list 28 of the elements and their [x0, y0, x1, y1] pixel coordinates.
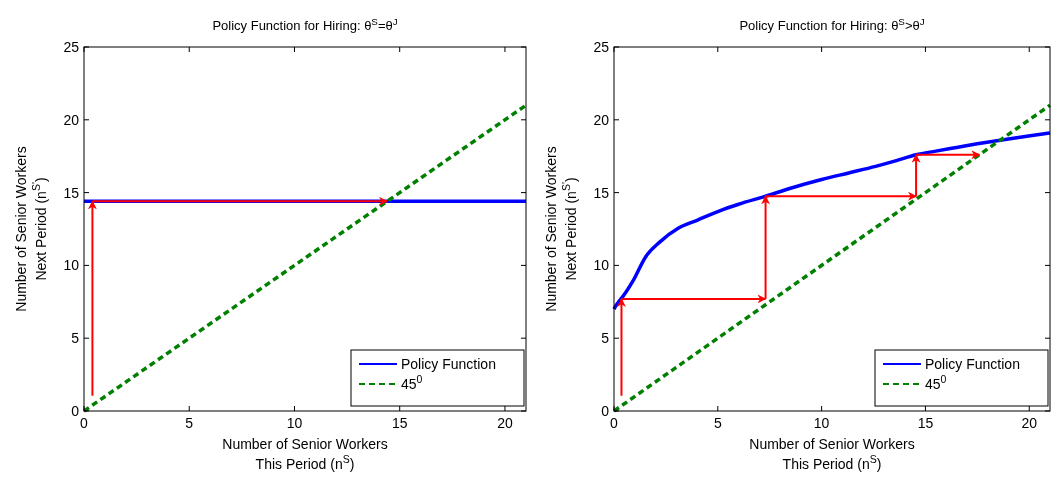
chart-title: Policy Function for Hiring: θ$^{S}$>θ$^{J}$ — [739, 15, 925, 33]
x-tick-label: 20 — [497, 415, 513, 431]
x-tick-label: 10 — [286, 415, 303, 431]
x-tick-label: 15 — [391, 415, 408, 431]
x-tick-label: 5 — [185, 415, 194, 431]
legend-label: Policy Function — [401, 356, 496, 372]
y-tick-label: 20 — [63, 111, 80, 128]
legend-label: Policy Function — [925, 356, 1020, 372]
y-tick-label: 20 — [593, 111, 610, 128]
x-axis-title: Number of Senior Workers This Period (n$^{S}$) — [222, 436, 388, 472]
legend-label: 45$^{0}$ — [401, 373, 423, 392]
y-tick-label: 0 — [71, 403, 80, 419]
y-tick-label: 0 — [601, 403, 610, 419]
y-tick-label: 15 — [63, 184, 80, 201]
x-axis-title: Number of Senior Workers This Period (n$^{S}$) — [749, 436, 915, 472]
x-tick-label: 15 — [917, 415, 934, 431]
x-tick-label: 5 — [713, 415, 722, 431]
x-tick-label: 20 — [1021, 415, 1038, 431]
y-tick-label: 25 — [63, 39, 80, 55]
y-tick-label: 15 — [593, 184, 610, 201]
chart-title: Policy Function for Hiring: θ$^{S}$=θ$^{J}$ — [212, 15, 398, 33]
x-tick-label: 10 — [813, 415, 830, 431]
y-tick-label: 10 — [63, 257, 80, 274]
y-tick-label: 5 — [71, 330, 80, 347]
y-tick-label: 10 — [593, 257, 610, 274]
y-tick-label: 25 — [593, 39, 610, 55]
legend-label: 45$^{0}$ — [925, 373, 947, 392]
y-tick-label: 5 — [601, 330, 610, 347]
